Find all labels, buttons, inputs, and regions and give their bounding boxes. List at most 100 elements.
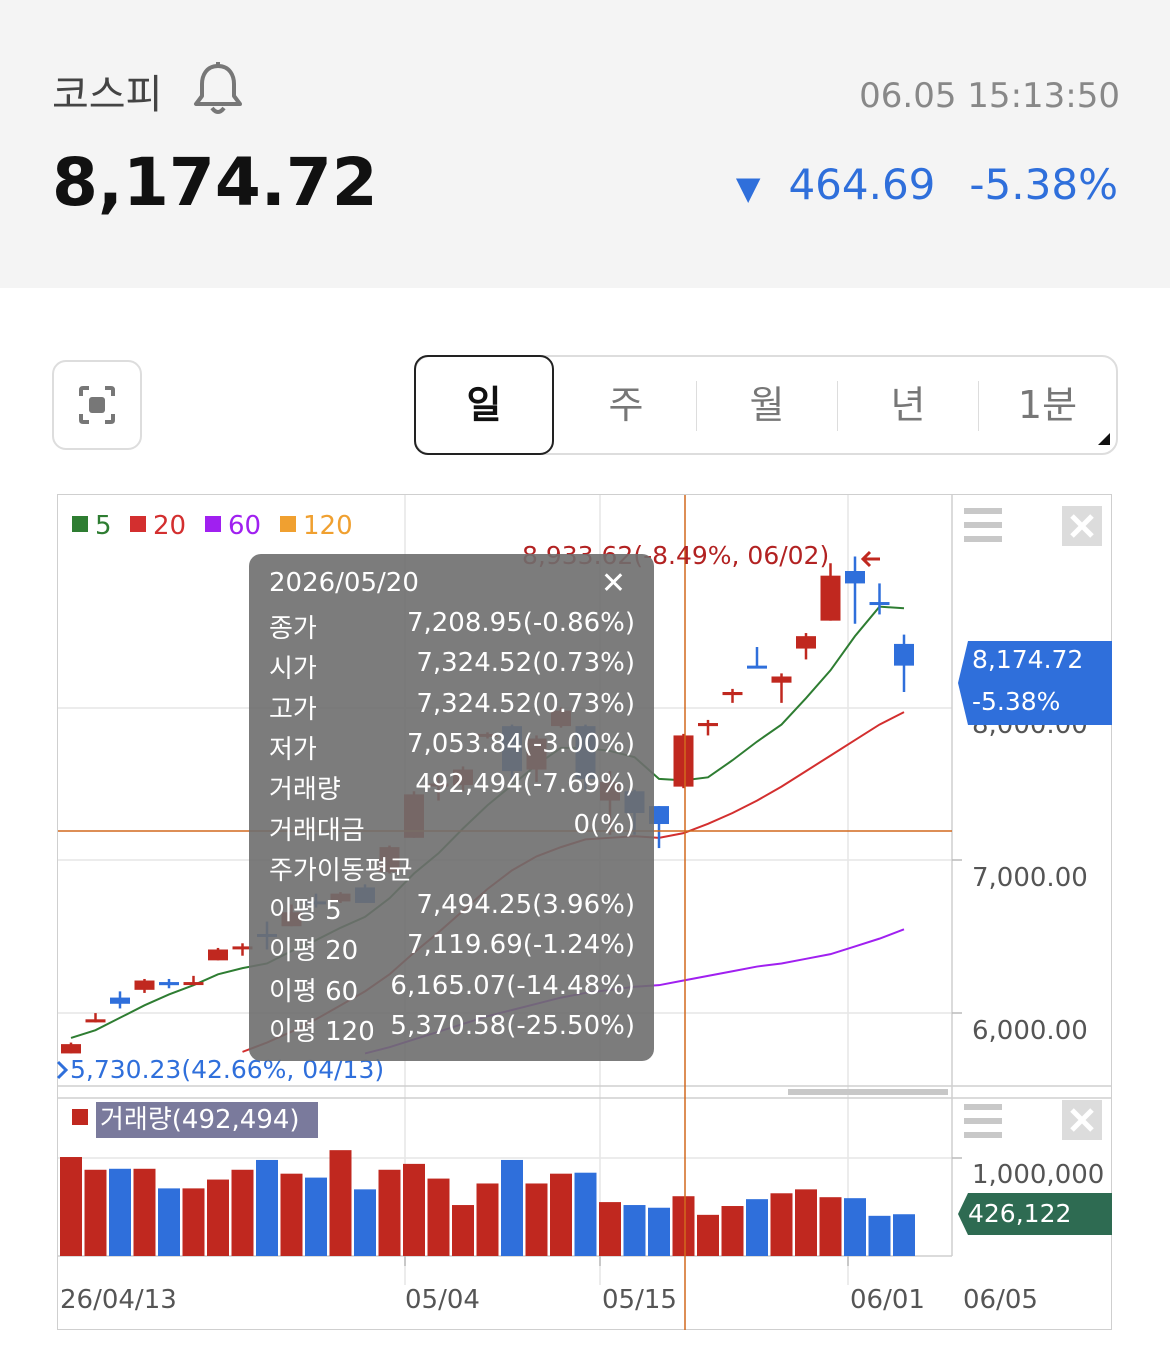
y-tick-6000: 6,000.00 [972, 1016, 1088, 1046]
candle-body [232, 946, 253, 950]
x-tick-3: 05/15 [602, 1285, 677, 1315]
tooltip-row: 이평 5 7,494.25(3.96%) [269, 890, 635, 930]
volume-bar [819, 1197, 842, 1256]
volume-bar [697, 1214, 719, 1256]
volume-bar [84, 1169, 107, 1256]
change-value: 464.69 [788, 160, 936, 209]
candle [208, 947, 228, 961]
candle [183, 975, 204, 986]
tooltip-row: 고가 7,324.52(0.73%) [269, 689, 635, 729]
price-tag: 8,174.72 -5.38% [958, 641, 1112, 725]
close-icon[interactable]: ✕ [600, 566, 626, 601]
candle [159, 978, 179, 989]
candle-body [85, 1019, 106, 1023]
price-close-icon[interactable] [1062, 506, 1102, 546]
x-tick-4: 06/01 [850, 1285, 925, 1315]
volume-bar [280, 1173, 303, 1256]
candle [722, 688, 743, 703]
tab-1min[interactable]: 1분 [1017, 383, 1078, 427]
tooltip-key: 시가 [269, 654, 317, 685]
screenshot-button[interactable] [52, 360, 142, 450]
volume-bar [746, 1199, 768, 1256]
volume-tag: 426,122 [958, 1193, 1112, 1235]
candle-body [698, 723, 718, 727]
price-change: ▼ 464.69 -5.38% [736, 160, 1118, 209]
bell-icon[interactable] [190, 60, 246, 118]
tooltip-key: 이평 60 [269, 976, 359, 1007]
volume-bar [868, 1215, 891, 1256]
tooltip-key: 저가 [269, 734, 317, 765]
candle-body [796, 636, 816, 649]
tab-month[interactable]: 월 [749, 383, 785, 427]
vol-tick: 1,000,000 [972, 1160, 1104, 1190]
tooltip-row: 시가 7,324.52(0.73%) [269, 648, 635, 688]
volume-bar [182, 1188, 205, 1256]
candle [796, 633, 816, 660]
candle-body [747, 665, 767, 669]
volume-bar [574, 1172, 597, 1256]
tooltip-value: 6,165.07(-14.48%) [390, 970, 635, 1001]
period-tabs: 일 주 월 년 1분 [414, 355, 1118, 455]
legend-ma20: 20 [153, 511, 186, 541]
volume-bar [893, 1214, 915, 1256]
ma-legend: 5 20 60 120 [72, 511, 353, 541]
chart-scrollbar[interactable] [788, 1089, 948, 1095]
volume-bar [256, 1159, 278, 1256]
tooltip-value: 7,324.52(0.73%) [416, 648, 635, 679]
candle-body [61, 1044, 81, 1054]
candle [673, 733, 694, 789]
tab-divider [696, 381, 697, 431]
volume-bar [623, 1205, 646, 1256]
volume-close-icon[interactable] [1062, 1100, 1102, 1140]
volume-legend-swatch [72, 1109, 88, 1125]
tooltip-key: 거래량 [269, 775, 341, 806]
candle-body [183, 982, 204, 986]
volume-bar [354, 1189, 376, 1256]
tooltip-value: 7,494.25(3.96%) [416, 890, 635, 921]
candle [134, 978, 155, 993]
candle [232, 943, 253, 956]
dropdown-corner-icon [1098, 433, 1110, 445]
volume-menu-icon[interactable] [964, 1104, 1002, 1138]
candle-body [845, 571, 865, 584]
candle-body [722, 692, 743, 696]
volume-bar [231, 1169, 254, 1256]
legend-ma5: 5 [95, 511, 112, 541]
tooltip-key: 주가이동평균 [269, 855, 413, 886]
volume-bar [476, 1183, 499, 1256]
volume-label-bg [96, 1102, 318, 1138]
price-tag-value: 8,174.72 [972, 645, 1083, 674]
tab-day[interactable]: 일 [414, 355, 554, 455]
candle-body [673, 735, 694, 787]
candle [771, 673, 792, 703]
price-menu-icon[interactable] [964, 508, 1002, 542]
tooltip-value: 7,208.95(-0.86%) [406, 608, 635, 638]
tooltip-row: 거래량 492,494(-7.69%) [269, 769, 635, 809]
tooltip-row: 이평 120 5,370.58(-25.50%) [269, 1011, 635, 1051]
volume-bar [550, 1173, 572, 1256]
tab-year[interactable]: 년 [890, 383, 926, 427]
change-percent: -5.38% [969, 160, 1118, 209]
volume-bar [329, 1150, 352, 1256]
candle [747, 647, 767, 669]
capture-icon [79, 386, 115, 424]
tooltip-value: 7,324.52(0.73%) [416, 688, 635, 719]
volume-tag-value: 426,122 [968, 1199, 1071, 1228]
volume-label: 거래량(492,494) [100, 1105, 300, 1135]
volume-bar [599, 1202, 621, 1256]
volume-bar [60, 1157, 82, 1256]
volume-bar [403, 1163, 425, 1256]
tab-week[interactable]: 주 [608, 383, 644, 427]
volume-bar [109, 1168, 131, 1256]
current-price: 8,174.72 [52, 144, 378, 221]
candle [845, 556, 865, 624]
tooltip-row: 저가 7,053.84(-3.00%) [269, 729, 635, 769]
tooltip-key: 이평 20 [269, 936, 359, 967]
volume-bar [452, 1205, 474, 1256]
tooltip-date: 2026/05/20 [269, 568, 419, 598]
left-arrow-icon [860, 550, 880, 568]
volume-bar [427, 1178, 450, 1256]
volume-bar [501, 1159, 523, 1256]
candle [894, 634, 914, 692]
tooltip-row: 이평 60 6,165.07(-14.48%) [269, 971, 635, 1011]
